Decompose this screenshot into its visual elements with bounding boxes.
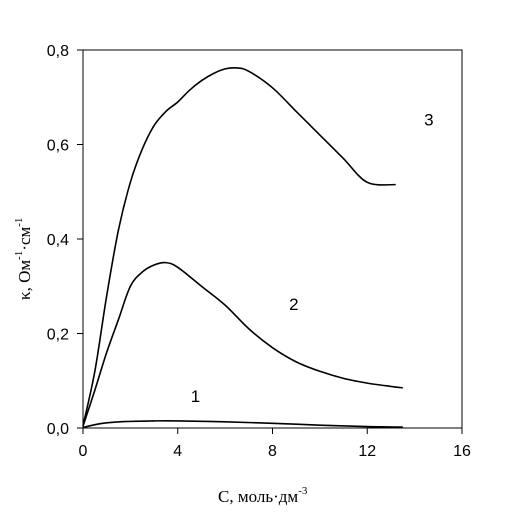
series-2-line [82,261,403,427]
y-axis-title: κ, Ом-1·см-1 [13,218,34,300]
x-tick-label: 12 [358,443,376,460]
series-2-label: 2 [289,295,298,314]
y-axis-title-part2: ·см [15,227,34,251]
x-axis-title-sup: -3 [298,485,308,497]
x-axis-title-main: C, моль·дм [218,487,298,506]
y-tick-label: 0,8 [47,43,69,60]
y-axis-title-part1: κ, Ом [15,260,34,300]
series-lines [82,67,403,429]
x-tick-label: 0 [79,443,88,460]
axis-ticks: 0 4 8 12 160,00,20,40,60,8 [47,43,471,460]
x-tick-label: 16 [453,443,471,460]
y-axis-title-sup2: -1 [13,218,25,227]
y-tick-label: 0,2 [47,327,69,344]
y-tick-label: 0,6 [47,138,69,155]
series-3-line [82,67,396,426]
y-axis-title-sup1: -1 [13,251,25,260]
series-1-label: 1 [191,387,200,406]
x-tick-label: 4 [173,443,182,460]
plot-frame [82,49,463,429]
y-tick-label: 0,4 [47,232,69,249]
y-tick-label: 0,0 [47,421,69,438]
series-labels: 1 2 3 [191,111,434,406]
series-1-line [82,420,403,429]
x-tick-label: 8 [268,443,277,460]
series-3-label: 3 [424,111,433,130]
x-axis-title: C, моль·дм-3 [218,485,308,506]
